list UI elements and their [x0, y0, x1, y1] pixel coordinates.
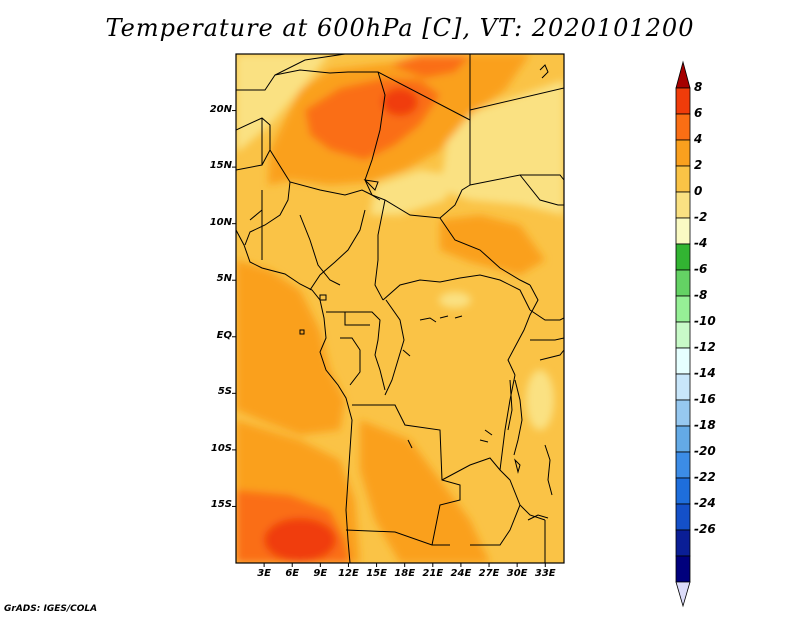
colorbar-level-label: -6 [694, 262, 708, 276]
map-frame [235, 53, 565, 564]
colorbar-level-label: -26 [694, 522, 716, 536]
colorbar-segment [675, 555, 691, 583]
field-warm-west [236, 260, 345, 435]
colorbar-level-label: -22 [694, 470, 716, 484]
colorbar-level-label: -12 [694, 340, 716, 354]
colorbar-level-label: -2 [694, 210, 708, 224]
colorbar-segment [675, 191, 691, 219]
colorbar-level-label: 8 [694, 80, 703, 94]
colorbar-segment [675, 60, 691, 89]
map-title: Temperature at 600hPa [C], VT: 202010120… [105, 14, 695, 42]
colorbar-segment [675, 295, 691, 323]
colorbar-level-label: -18 [694, 418, 716, 432]
colorbar-segment [675, 139, 691, 167]
lat-tick-label: 10S [210, 442, 232, 454]
colorbar-level-label: 0 [694, 184, 703, 198]
lat-tick-label: 15N [209, 160, 232, 172]
field-cool-congo [439, 292, 471, 308]
longitude-ticks [263, 563, 546, 567]
lon-tick-label: 12E [338, 568, 359, 579]
lat-tick-label: EQ [216, 329, 232, 341]
temperature-field [236, 54, 564, 563]
lat-tick-label: 5N [216, 273, 232, 285]
colorbar-segment [675, 113, 691, 141]
colorbar-level-label: 4 [694, 132, 703, 146]
colorbar-segment [675, 347, 691, 375]
lon-tick-label: 15E [366, 568, 387, 579]
field-cool-east [526, 370, 554, 430]
colorbar-level-label: 2 [694, 158, 703, 172]
lat-tick-label: 10N [209, 216, 232, 228]
colorbar-segment [675, 581, 691, 608]
colorbar-segment [675, 477, 691, 505]
colorbar-level-label: -4 [694, 236, 708, 250]
lon-tick-label: 30E [506, 568, 528, 579]
colorbar-level-label: -20 [694, 444, 716, 458]
lat-tick-label: 5S [217, 386, 232, 398]
field-cool-northwest [236, 54, 330, 150]
colorbar-segment [675, 529, 691, 557]
colorbar-segment [675, 425, 691, 453]
lat-tick-label: 15S [210, 499, 232, 511]
colorbar-level-label: -10 [694, 314, 716, 328]
latitude-ticks [232, 110, 236, 507]
lon-tick-label: 18E [394, 568, 416, 579]
colorbar-segment [675, 451, 691, 479]
field-warm-south [360, 420, 490, 563]
field-hot-north-strip [390, 56, 470, 78]
field-peak-north [382, 88, 418, 116]
colorbar-level-label: -24 [694, 496, 716, 510]
lon-tick-label: 33E [534, 568, 556, 579]
colorbar-segment [675, 217, 691, 245]
lon-tick-label: 6E [285, 568, 300, 579]
lat-tick-label: 20N [209, 103, 232, 115]
lon-tick-label: 27E [478, 568, 500, 579]
lon-tick-label: 9E [313, 568, 328, 579]
credit-text: GrADS: IGES/COLA [4, 604, 98, 614]
colorbar-segment [675, 373, 691, 401]
lon-tick-label: 21E [422, 568, 444, 579]
colorbar-segment [675, 269, 691, 297]
country-borders [236, 54, 564, 563]
colorbar-level-label: -8 [694, 288, 708, 302]
colorbar-segment [675, 243, 691, 271]
colorbar-segment [675, 321, 691, 349]
colorbar-segment [675, 165, 691, 193]
colorbar-segment [675, 87, 691, 115]
lon-tick-label: 24E [450, 568, 472, 579]
field-peak-southwest [264, 518, 336, 562]
colorbar-level-label: 6 [694, 106, 703, 120]
colorbar-level-label: -14 [694, 366, 716, 380]
colorbar-level-label: -16 [694, 392, 716, 406]
colorbar-segment [675, 399, 691, 427]
lon-tick-label: 3E [257, 568, 271, 579]
colorbar-segment [675, 503, 691, 531]
field-warm-central [440, 215, 545, 275]
